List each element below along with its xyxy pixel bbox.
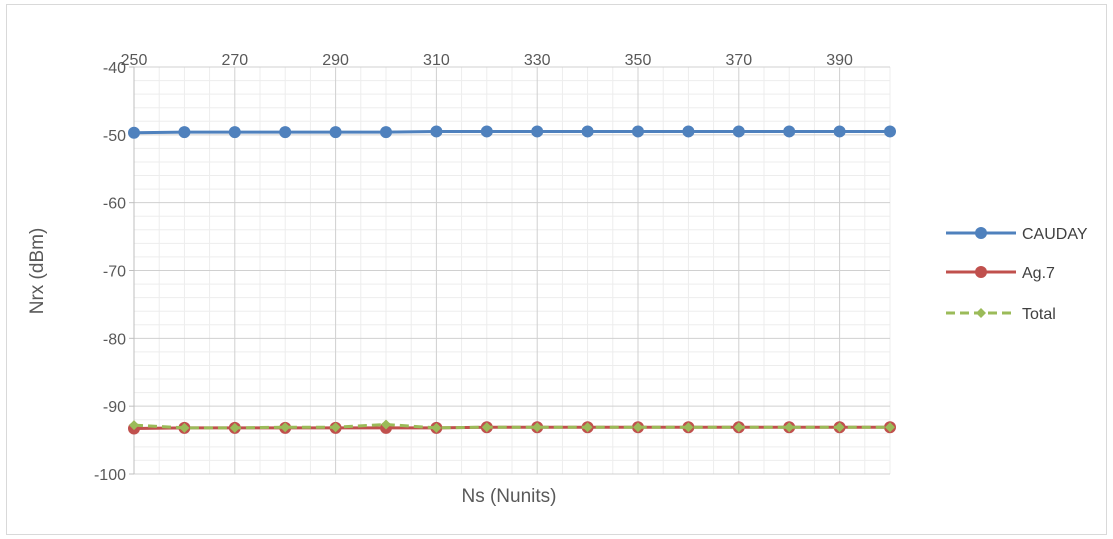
x-tick-label: 270 bbox=[221, 52, 248, 69]
data-point bbox=[633, 422, 643, 433]
data-point bbox=[632, 125, 644, 138]
data-point bbox=[682, 125, 695, 138]
x-tick-label: 290 bbox=[322, 52, 349, 69]
data-point bbox=[733, 422, 744, 433]
data-point bbox=[480, 125, 493, 138]
data-point bbox=[381, 419, 391, 430]
major-gridlines bbox=[133, 66, 890, 475]
data-point bbox=[683, 422, 694, 433]
data-point bbox=[329, 126, 342, 139]
y-tick-label: -100 bbox=[94, 467, 126, 484]
legend-item: Total bbox=[946, 306, 1056, 323]
data-point bbox=[229, 422, 240, 433]
data-point bbox=[732, 125, 745, 138]
y-tick-labels: -40 -50 -60 -70 -80 -90 -100 bbox=[94, 60, 126, 484]
data-point bbox=[330, 422, 341, 433]
x-tick-label: 350 bbox=[625, 52, 652, 69]
data-point bbox=[885, 422, 895, 433]
y-tick-label: -90 bbox=[103, 399, 126, 416]
data-point bbox=[430, 125, 443, 138]
data-point bbox=[128, 126, 140, 139]
data-point bbox=[834, 422, 845, 433]
data-point bbox=[431, 422, 442, 433]
series-line bbox=[133, 129, 890, 135]
data-point bbox=[178, 126, 191, 139]
legend-label: CAUDAY bbox=[1022, 226, 1088, 243]
x-tick-label: 310 bbox=[423, 52, 450, 69]
data-point bbox=[581, 125, 594, 138]
y-tick-label: -70 bbox=[103, 264, 126, 281]
legend-item: CAUDAY bbox=[946, 226, 1088, 243]
data-point bbox=[380, 126, 392, 139]
legend-marker bbox=[975, 227, 987, 239]
data-point bbox=[884, 125, 896, 138]
data-point bbox=[784, 422, 795, 433]
data-point bbox=[532, 422, 543, 433]
y-tick-label: -50 bbox=[103, 128, 126, 145]
series-total bbox=[129, 419, 895, 433]
data-point bbox=[833, 125, 846, 138]
data-point bbox=[279, 126, 292, 139]
series-line bbox=[133, 422, 890, 430]
data-point bbox=[179, 422, 190, 433]
x-tick-label: 370 bbox=[725, 52, 752, 69]
legend-label: Ag.7 bbox=[1022, 265, 1055, 282]
x-tick-label: 390 bbox=[826, 52, 853, 69]
legend-label: Total bbox=[1022, 306, 1056, 323]
x-tick-label: 330 bbox=[524, 52, 551, 69]
data-point bbox=[129, 420, 139, 431]
y-tick-label: -80 bbox=[103, 331, 126, 348]
series-layer bbox=[128, 125, 896, 435]
data-point bbox=[481, 422, 492, 433]
x-tick-label: 250 bbox=[121, 52, 148, 69]
data-point bbox=[228, 126, 241, 139]
legend-item: Ag.7 bbox=[946, 265, 1055, 282]
data-point bbox=[783, 125, 796, 138]
legend-marker bbox=[975, 266, 987, 278]
data-point bbox=[280, 422, 291, 433]
x-axis-title: Ns (Nunits) bbox=[461, 486, 556, 507]
x-tick-labels: 250 270 290 310 330 350 370 390 bbox=[121, 52, 853, 69]
y-axis-title: Nrx (dBm) bbox=[27, 228, 48, 315]
legend: CAUDAY Ag.7 Total bbox=[946, 226, 1088, 323]
data-point bbox=[582, 422, 593, 433]
legend-marker bbox=[976, 308, 986, 318]
series-cauday bbox=[128, 125, 896, 139]
y-tick-label: -60 bbox=[103, 196, 126, 213]
y-tick-label: -40 bbox=[103, 60, 126, 77]
data-point bbox=[531, 125, 544, 138]
